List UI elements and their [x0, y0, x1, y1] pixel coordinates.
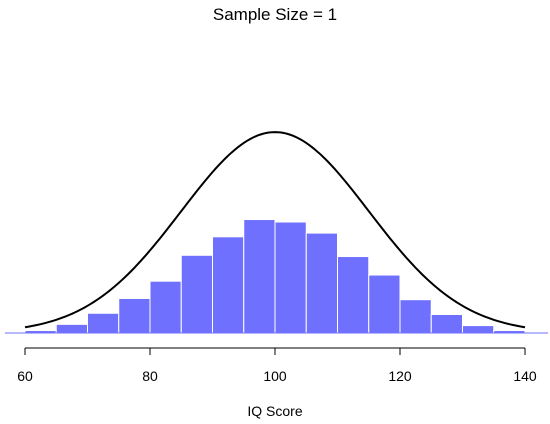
- x-axis: 60 80 100 120 140: [17, 347, 537, 384]
- x-tick-label-80: 80: [142, 368, 158, 384]
- x-axis-label: IQ Score: [247, 403, 302, 419]
- histogram-bar-12: [399, 299, 432, 334]
- histogram-bar-2: [87, 312, 120, 334]
- histogram-bar-9: [305, 232, 338, 334]
- histogram-bar-3: [118, 297, 151, 334]
- histogram-bar-1: [55, 323, 88, 334]
- x-tick-label-60: 60: [17, 368, 33, 384]
- histogram-bar-11: [368, 274, 401, 334]
- histogram-bars: [24, 219, 526, 334]
- chart-title: Sample Size = 1: [213, 5, 337, 24]
- x-tick-label-140: 140: [513, 368, 537, 384]
- histogram-bar-6: [212, 236, 245, 334]
- histogram-bar-14: [462, 325, 495, 334]
- histogram-bar-8: [274, 221, 307, 334]
- histogram-bar-13: [430, 314, 463, 334]
- x-tick-label-120: 120: [388, 368, 412, 384]
- histogram-bar-7: [243, 219, 276, 334]
- histogram-bar-10: [337, 256, 370, 334]
- x-tick-label-100: 100: [263, 368, 287, 384]
- histogram-bar-5: [180, 254, 213, 334]
- histogram-bar-4: [149, 280, 182, 334]
- normal-curve: [24, 131, 526, 329]
